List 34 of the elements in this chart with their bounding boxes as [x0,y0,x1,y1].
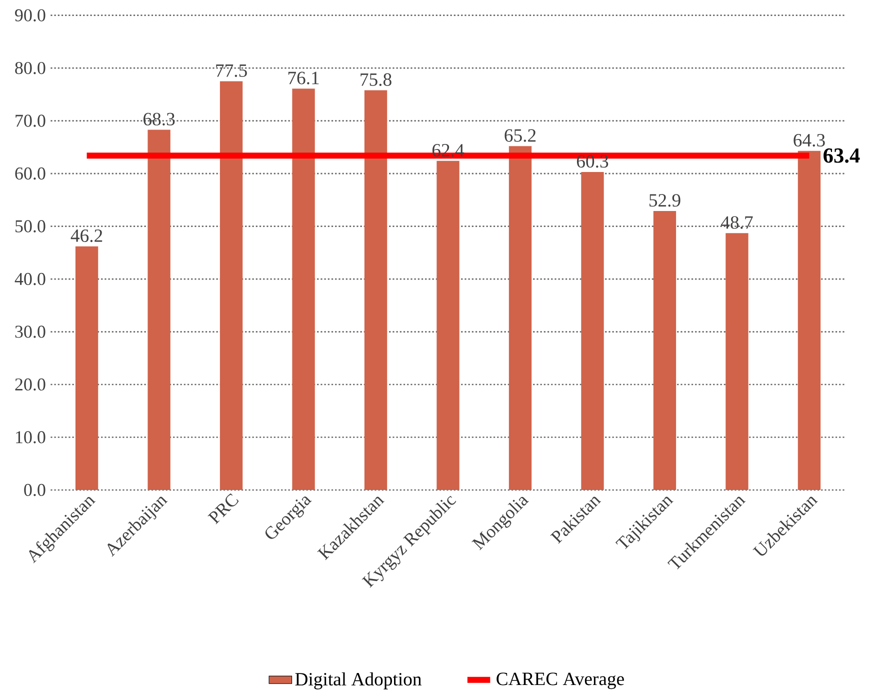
data-label: 75.8 [360,73,392,86]
data-label: 65.2 [504,129,536,142]
y-tick-label: 40.0 [14,272,46,286]
data-label: 52.9 [649,194,680,207]
data-label: 46.2 [70,229,102,242]
y-tick-label: 60.0 [15,167,46,180]
data-label: 60.3 [576,155,608,168]
bar [148,130,170,490]
data-label: 48.7 [721,216,753,229]
data-label: 77.5 [216,64,247,77]
data-label: 64.3 [794,134,825,147]
bar [220,81,243,490]
y-tick-label: 70.0 [16,114,46,127]
y-tick-label: 10.0 [16,431,46,444]
bar [436,160,460,490]
bar [798,150,821,490]
y-tick-label: 90.0 [15,9,46,22]
y-tick-label: 20.0 [15,378,46,391]
bar [653,211,676,490]
y-tick-label: 50.0 [16,220,46,232]
bar [726,233,748,490]
bar [581,172,604,490]
data-label: 63.4 [824,148,860,163]
bar [364,90,388,490]
legend-label: Digital Adoption [295,672,422,690]
data-label: 68.3 [143,112,175,126]
data-label: 76.1 [288,72,319,84]
bar [292,88,315,490]
y-tick-label: 30.0 [15,326,46,338]
bar [75,246,98,490]
bar [508,146,532,490]
y-tick-label: 80.0 [15,62,46,74]
legend-label: CAREC Average [496,672,624,690]
y-tick-label: 0.0 [24,484,46,496]
